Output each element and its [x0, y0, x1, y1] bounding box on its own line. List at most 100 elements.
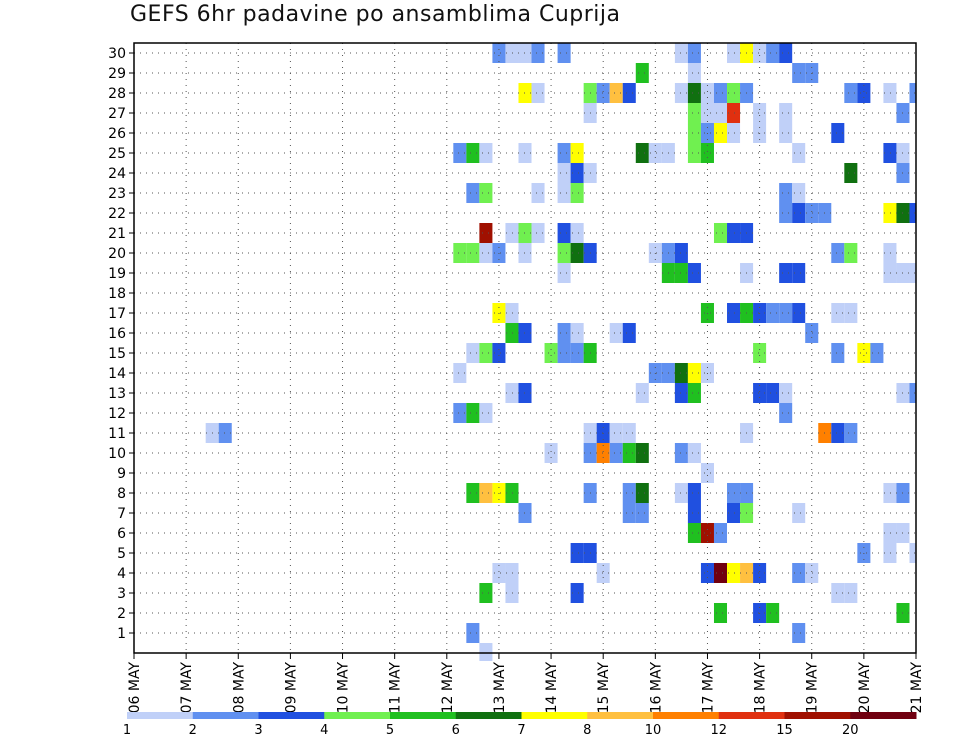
precip-cell — [909, 383, 916, 403]
precip-cell — [727, 483, 741, 503]
precip-cell — [687, 63, 701, 83]
precip-cell — [466, 183, 480, 203]
precip-cell — [909, 203, 916, 223]
precip-cell — [727, 503, 741, 523]
precip-cell — [505, 583, 519, 603]
y-tick-label: 30 — [108, 46, 126, 62]
precip-cell — [635, 143, 649, 163]
precip-cell — [479, 143, 493, 163]
precip-cell — [713, 523, 728, 543]
y-tick-label: 8 — [117, 486, 126, 502]
precip-cell — [883, 523, 897, 543]
precip-cell — [766, 303, 780, 323]
x-tick-label: 09 MAY — [283, 662, 299, 714]
precip-cell — [635, 63, 649, 83]
precip-cell — [713, 83, 728, 103]
precip-cell — [674, 363, 688, 383]
precip-cell — [570, 163, 584, 183]
precip-cell — [687, 263, 701, 283]
precip-cell — [779, 43, 793, 63]
y-tick-label: 1 — [117, 626, 126, 642]
precip-cell — [831, 123, 845, 143]
y-tick-label: 11 — [108, 426, 126, 442]
precip-cell — [713, 223, 728, 243]
precip-cell — [570, 543, 584, 563]
precip-cell — [570, 323, 584, 343]
y-tick-label: 20 — [108, 246, 126, 262]
precip-cell — [674, 263, 688, 283]
precip-cell — [557, 183, 571, 203]
colorbar-swatch — [192, 712, 259, 719]
colorbar-swatch — [455, 712, 522, 719]
precip-cell — [844, 303, 858, 323]
precip-cell — [753, 103, 767, 123]
y-tick-label: 16 — [108, 326, 126, 342]
precip-cell — [570, 223, 584, 243]
precip-cell — [883, 243, 897, 263]
precip-cell — [727, 223, 741, 243]
precip-cell — [831, 303, 845, 323]
precip-cell — [700, 103, 714, 123]
precip-cell — [674, 483, 688, 503]
colorbar-label: 2 — [189, 723, 197, 738]
precip-cell — [596, 443, 610, 463]
precip-cell — [453, 403, 467, 423]
precip-cell — [792, 623, 806, 643]
precip-cell — [687, 83, 701, 103]
precip-cell — [531, 183, 545, 203]
precip-cell — [753, 43, 767, 63]
colorbar-swatch — [521, 712, 588, 719]
precip-cell — [557, 163, 571, 183]
precip-cell — [713, 103, 728, 123]
precip-cell — [727, 43, 741, 63]
precip-cell — [792, 203, 806, 223]
y-tick-label: 6 — [117, 526, 126, 542]
precip-cell — [466, 403, 480, 423]
precip-cell — [844, 583, 858, 603]
precip-cell — [687, 103, 701, 123]
colorbar-label: 6 — [452, 723, 460, 738]
precip-cell — [857, 83, 871, 103]
precip-cell — [674, 83, 688, 103]
precip-cell — [570, 343, 584, 363]
colorbar-label: 12 — [710, 723, 727, 738]
colorbar-swatch — [258, 712, 325, 719]
precip-cell — [479, 183, 493, 203]
y-tick-label: 10 — [108, 446, 126, 462]
colorbar-label: 10 — [645, 723, 662, 738]
precip-cell — [622, 323, 636, 343]
precip-cell — [713, 563, 728, 583]
precip-cell — [753, 383, 767, 403]
y-tick-label: 7 — [117, 506, 126, 522]
x-tick-label: 15 MAY — [596, 662, 612, 714]
x-tick-label: 12 MAY — [440, 662, 456, 714]
precip-cell — [700, 523, 714, 543]
precip-cell — [544, 443, 558, 463]
precip-cell — [831, 343, 845, 363]
precip-cell — [844, 163, 858, 183]
colorbar-label: 4 — [320, 723, 328, 738]
colorbar-label: 1 — [123, 723, 131, 738]
colorbar-label: 3 — [254, 723, 262, 738]
colorbar-swatch — [850, 712, 917, 719]
precip-cell — [622, 483, 636, 503]
precip-cell — [479, 643, 493, 661]
precip-cell — [779, 103, 793, 123]
x-tick-label: 08 MAY — [231, 662, 247, 714]
precip-cell — [674, 383, 688, 403]
x-tick-label: 19 MAY — [805, 662, 821, 714]
precip-cell — [609, 83, 623, 103]
colorbar-swatch — [718, 712, 785, 719]
colorbar-swatch — [390, 712, 457, 719]
precip-cell — [831, 423, 845, 443]
colorbar-swatch — [324, 712, 391, 719]
precip-cell — [635, 443, 649, 463]
precip-cell — [505, 43, 519, 63]
precip-cell — [687, 383, 701, 403]
precip-cell — [857, 343, 871, 363]
precip-cell — [792, 63, 806, 83]
axes-layer: 1234567891011121314151617181920212223242… — [108, 42, 925, 714]
precip-cell — [466, 243, 480, 263]
precip-cell — [492, 343, 506, 363]
chart-title: GEFS 6hr padavine po ansamblima Cuprija — [130, 2, 621, 27]
